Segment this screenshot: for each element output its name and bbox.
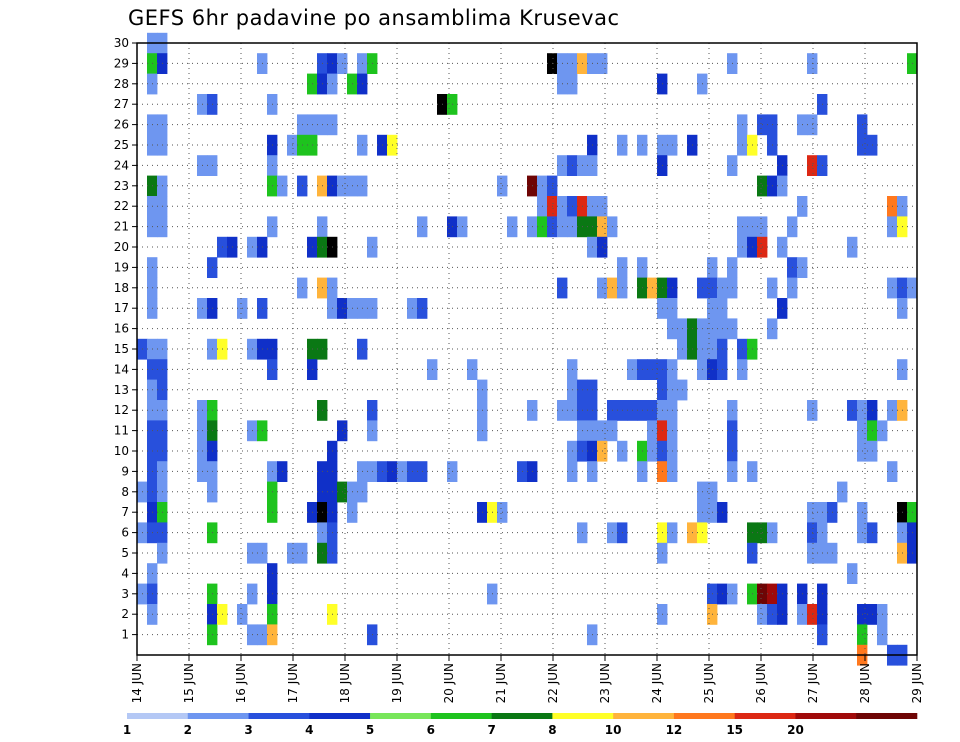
x-tick-label: 14 JUN — [130, 663, 144, 703]
x-axis: 14 JUN 15 JUN 16 JUN 17 JUN 18 JUN 19 JUN 20 J… — [130, 655, 924, 703]
x-tick-label: 26 JUN — [754, 663, 768, 703]
colorbar-swatch — [552, 713, 614, 719]
x-tick-label: 22 JUN — [546, 663, 560, 703]
colorbar-swatch — [491, 713, 553, 719]
y-tick-label: 13 — [114, 383, 129, 397]
x-tick-label: 16 JUN — [234, 663, 248, 703]
colorbar-legend: 1 2 3 4 5 6 7 8 10 12 15 20 — [123, 713, 918, 737]
y-tick-label: 19 — [114, 260, 129, 274]
x-tick-label: 21 JUN — [494, 663, 508, 703]
colorbar-swatch — [856, 713, 918, 719]
y-tick-label: 2 — [121, 607, 129, 621]
x-tick-label: 18 JUN — [338, 663, 352, 703]
y-tick-label: 29 — [114, 56, 129, 70]
y-tick-label: 9 — [121, 464, 129, 478]
y-tick-label: 12 — [114, 403, 129, 417]
colorbar-swatch — [734, 713, 796, 719]
y-axis: 1234567891011121314151617181920212223242… — [114, 36, 137, 642]
y-tick-label: 23 — [114, 179, 129, 193]
colorbar-swatch — [187, 713, 249, 719]
colorbar-label: 1 — [123, 723, 131, 737]
colorbar-label: 12 — [666, 723, 683, 737]
colorbar-swatch — [795, 713, 857, 719]
colorbar-swatch — [127, 713, 189, 719]
y-tick-label: 10 — [114, 444, 129, 458]
colorbar-label: 10 — [605, 723, 622, 737]
x-tick-label: 20 JUN — [442, 663, 456, 703]
y-tick-label: 28 — [114, 77, 129, 91]
colorbar-swatch — [370, 713, 432, 719]
y-tick-label: 6 — [121, 526, 129, 540]
y-tick-label: 3 — [121, 587, 129, 601]
y-tick-label: 16 — [114, 322, 129, 336]
x-tick-label: 29 JUN — [910, 663, 924, 703]
colorbar-label: 2 — [184, 723, 192, 737]
y-tick-label: 1 — [121, 628, 129, 642]
colorbar-label: 8 — [548, 723, 556, 737]
y-tick-label: 7 — [121, 505, 129, 519]
y-tick-label: 27 — [114, 97, 129, 111]
x-tick-label: 19 JUN — [390, 663, 404, 703]
y-tick-label: 4 — [121, 566, 129, 580]
x-tick-label: 17 JUN — [286, 663, 300, 703]
colorbar-swatch — [309, 713, 371, 719]
y-tick-label: 5 — [121, 546, 129, 560]
y-tick-label: 24 — [114, 158, 129, 172]
y-tick-label: 20 — [114, 240, 129, 254]
y-tick-label: 8 — [121, 485, 129, 499]
y-tick-label: 21 — [114, 220, 129, 234]
y-tick-label: 15 — [114, 342, 129, 356]
colorbar-swatch — [248, 713, 310, 719]
colorbar-label: 4 — [305, 723, 313, 737]
x-tick-label: 24 JUN — [650, 663, 664, 703]
x-tick-label: 23 JUN — [598, 663, 612, 703]
chart-title: GEFS 6hr padavine po ansamblima Krusevac — [128, 6, 620, 30]
colorbar-swatch — [613, 713, 675, 719]
colorbar-label: 15 — [726, 723, 743, 737]
colorbar-swatch — [673, 713, 735, 719]
colorbar-swatch — [430, 713, 492, 719]
colorbar-label: 7 — [487, 723, 495, 737]
x-tick-label: 25 JUN — [702, 663, 716, 703]
x-tick-label: 15 JUN — [182, 663, 196, 703]
y-tick-label: 26 — [114, 118, 129, 132]
x-tick-label: 28 JUN — [858, 663, 872, 703]
colorbar-label: 5 — [366, 723, 374, 737]
colorbar-label: 6 — [427, 723, 435, 737]
y-tick-label: 30 — [114, 36, 129, 50]
y-tick-label: 22 — [114, 199, 129, 213]
y-tick-label: 14 — [114, 362, 129, 376]
colorbar-label: 20 — [787, 723, 804, 737]
y-tick-label: 17 — [114, 301, 129, 315]
x-tick-label: 27 JUN — [806, 663, 820, 703]
y-tick-label: 18 — [114, 281, 129, 295]
y-tick-label: 11 — [114, 424, 129, 438]
colorbar-label: 3 — [244, 723, 252, 737]
grid-layer — [137, 42, 917, 655]
y-tick-label: 25 — [114, 138, 129, 152]
